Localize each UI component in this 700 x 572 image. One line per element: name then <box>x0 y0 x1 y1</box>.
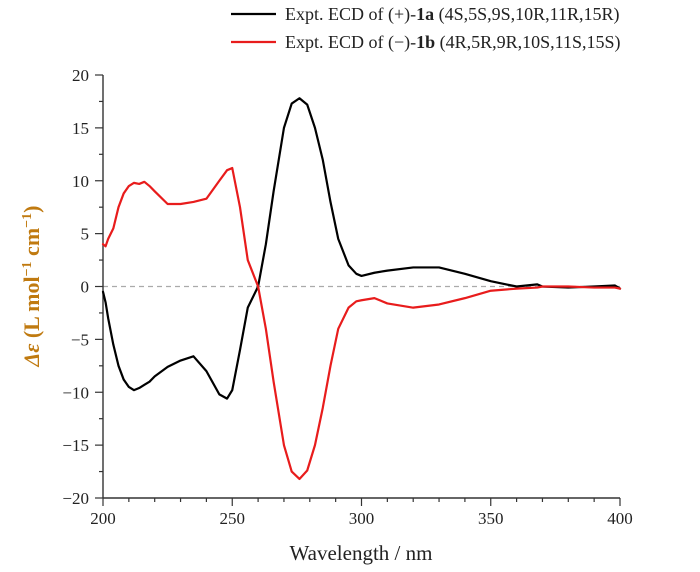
y-tick-label: 15 <box>72 119 89 138</box>
x-axis-title: Wavelength / nm <box>290 541 433 565</box>
y-tick-label: −5 <box>71 330 89 349</box>
legend-label-1b: Expt. ECD of (−)-1b (4R,5R,9R,10S,11S,15… <box>285 32 621 53</box>
series-line-1a <box>101 97 622 400</box>
y-tick-label: −10 <box>62 383 89 402</box>
y-tick-label: −20 <box>62 489 89 508</box>
y-tick-label: 0 <box>81 278 90 297</box>
series-line-1b <box>101 166 622 481</box>
x-tick-label: 350 <box>478 509 504 528</box>
x-tick-label: 400 <box>607 509 633 528</box>
x-tick-label: 300 <box>349 509 375 528</box>
y-tick-label: 5 <box>81 225 90 244</box>
y-tick-label: 10 <box>72 172 89 191</box>
legend: Expt. ECD of (+)-1a (4S,5S,9S,10R,11R,15… <box>231 4 621 53</box>
y-tick-label: −15 <box>62 436 89 455</box>
y-axis-title: Δε (L mol−1 cm−1) <box>19 206 44 368</box>
x-tick-label: 250 <box>220 509 246 528</box>
x-tick-label: 200 <box>90 509 116 528</box>
y-tick-label: 20 <box>72 66 89 85</box>
legend-label-1a: Expt. ECD of (+)-1a (4S,5S,9S,10R,11R,15… <box>285 4 620 25</box>
